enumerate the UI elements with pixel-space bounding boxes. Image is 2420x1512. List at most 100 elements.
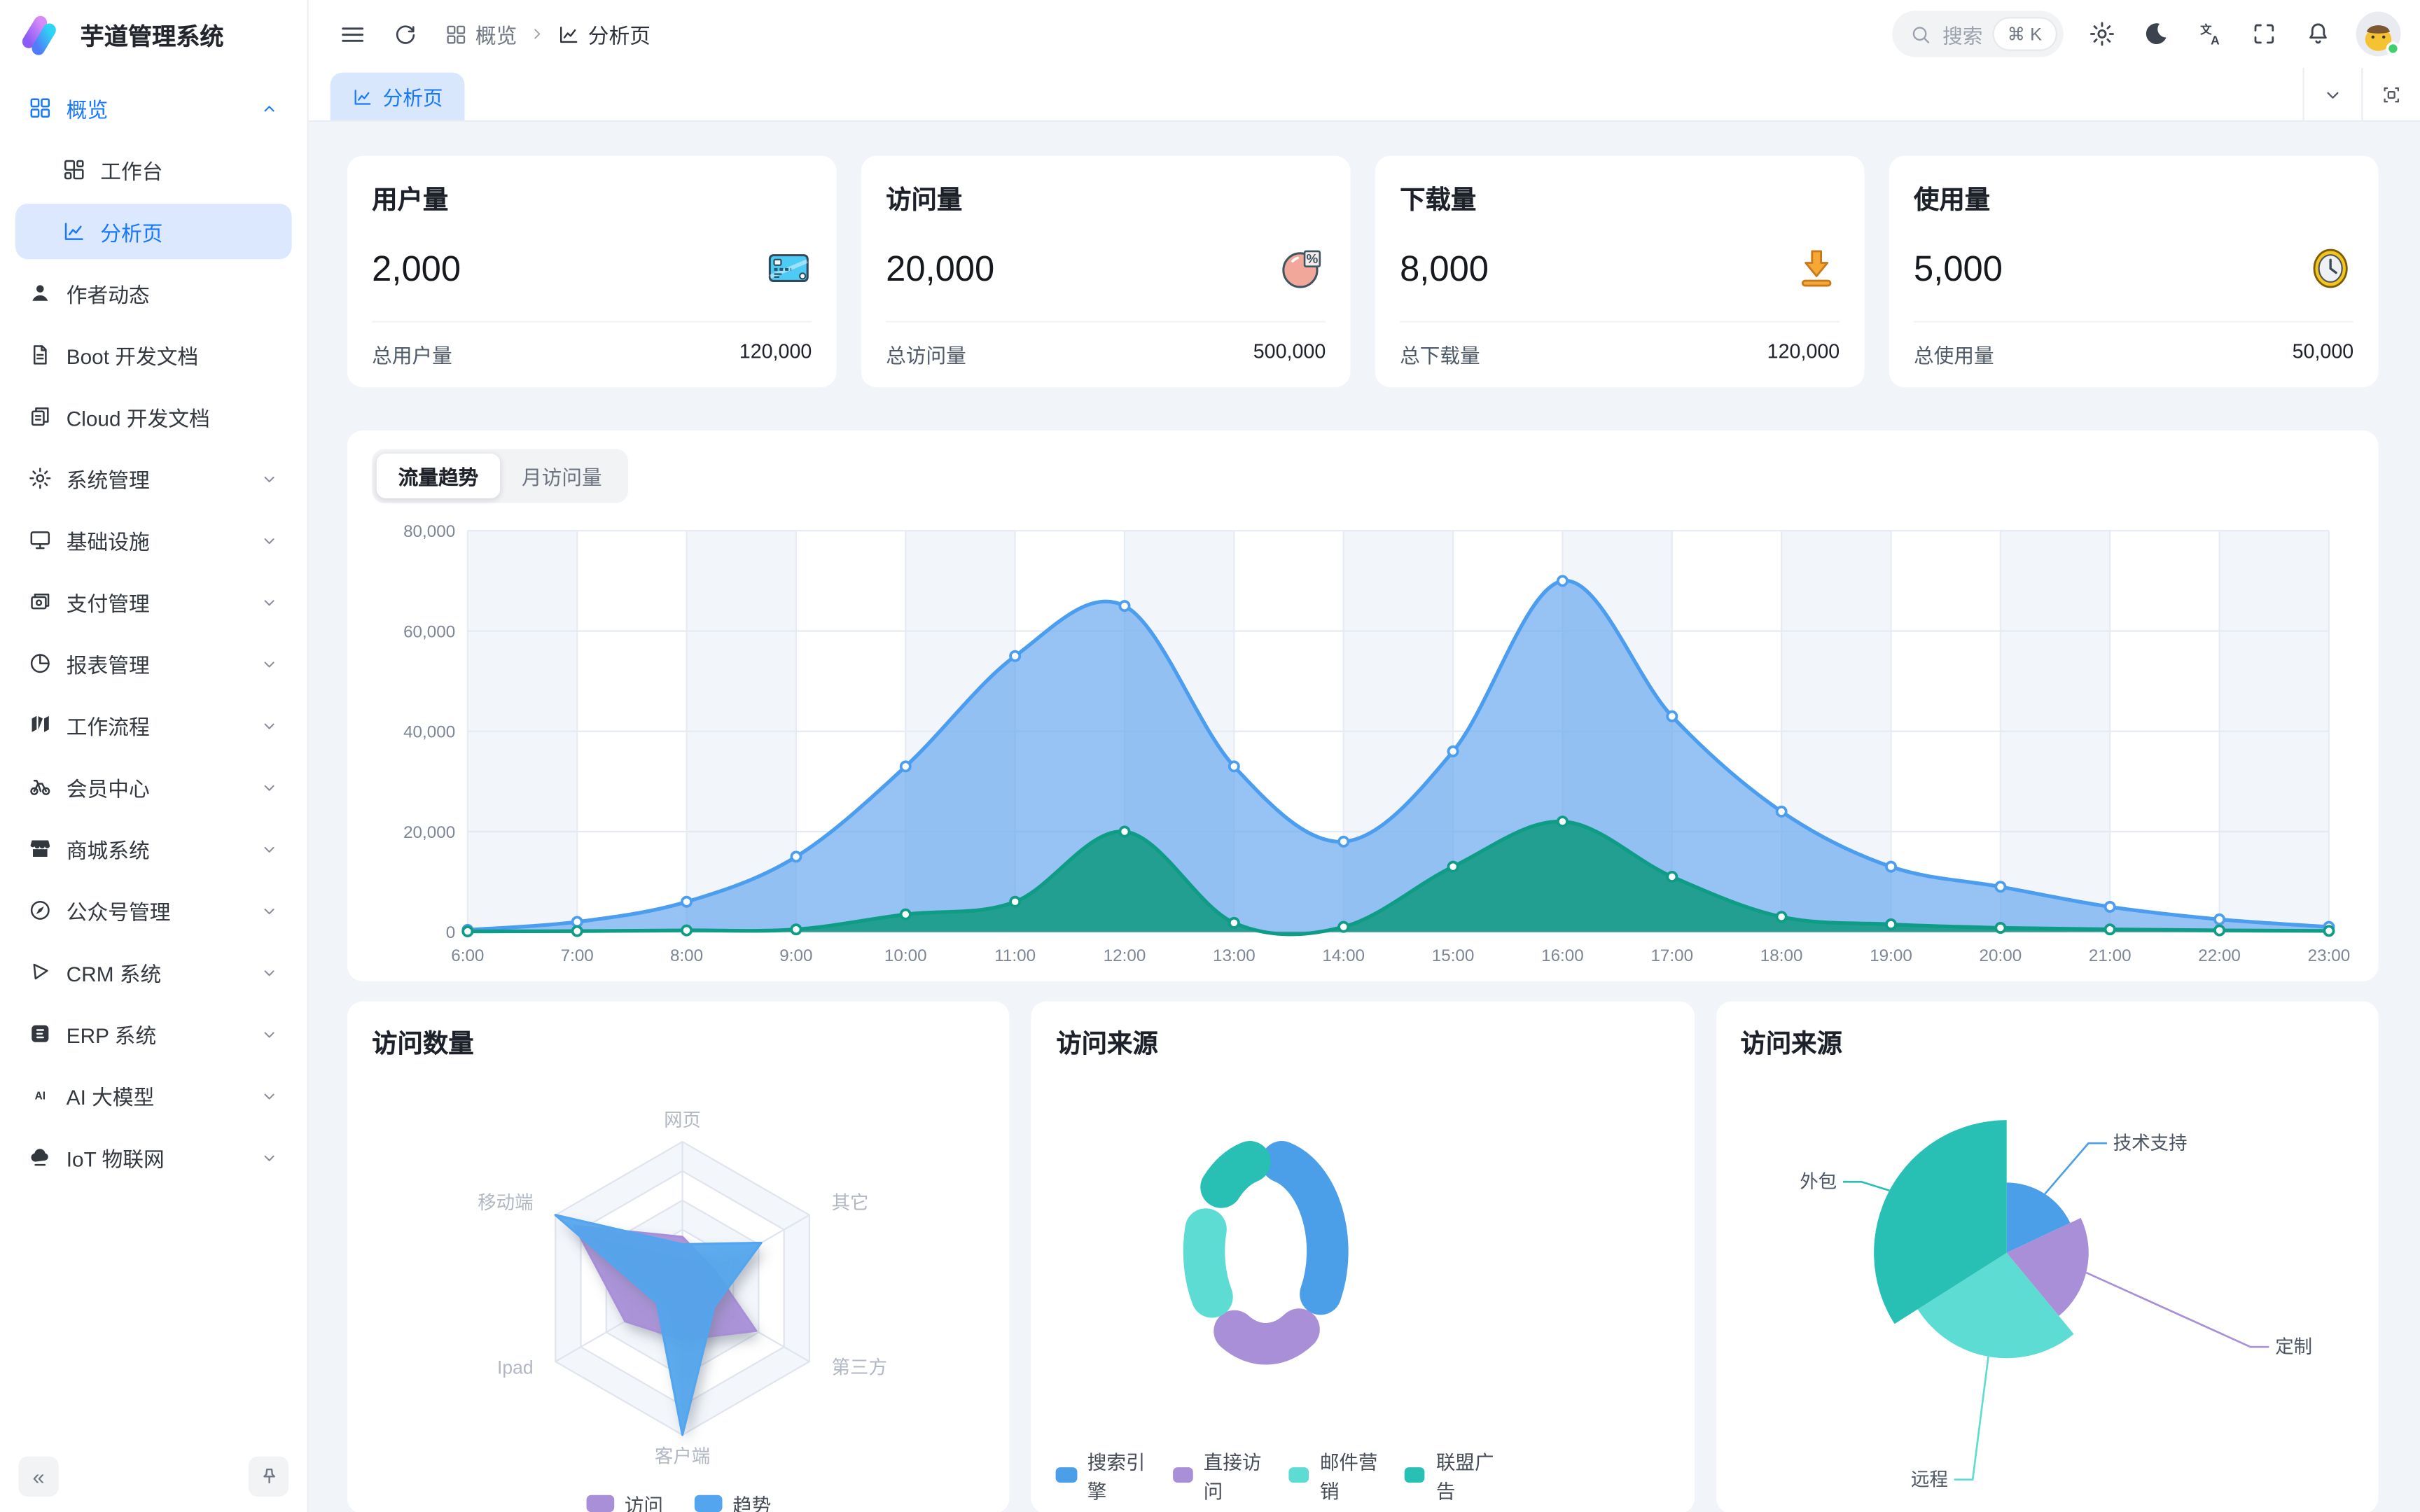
svg-text:7:00: 7:00 xyxy=(561,946,594,965)
sidebar-item-label: ERP 系统 xyxy=(66,1024,157,1048)
sidebar-item[interactable]: Cloud 开发文档 xyxy=(15,388,292,444)
sidebar-item[interactable]: AI AI 大模型 xyxy=(15,1068,292,1123)
translate-icon: 文A xyxy=(2199,22,2219,47)
sidebar-item[interactable]: 基础设施 xyxy=(15,512,292,568)
trend-card: 流量趋势 月访问量 0 20,000 40,000 60,000 80,000 6:00 7… xyxy=(347,430,2379,981)
hamburger-icon xyxy=(341,27,363,41)
panel-title: 访问数量 xyxy=(372,1030,474,1058)
rose-panel: 访问来源 技术支持 定制 远程 外包 xyxy=(1716,1001,2379,1512)
pin-icon xyxy=(263,1467,274,1483)
panel-title: 访问来源 xyxy=(1056,1030,1158,1058)
credit-card-icon xyxy=(765,245,812,291)
doc-icon xyxy=(33,345,47,365)
search-input[interactable]: 搜索 ⌘ K xyxy=(1891,10,2064,57)
sidebar-item[interactable]: CRM 系统 xyxy=(15,944,292,1000)
sidebar-item[interactable]: 作者动态 xyxy=(15,265,292,321)
tab-list-chevron-down-button[interactable] xyxy=(2302,67,2361,120)
sidebar-item-label: Cloud 开发文档 xyxy=(66,407,210,430)
legend-item[interactable]: 联盟广告 xyxy=(1405,1446,1499,1504)
fullscreen-button[interactable] xyxy=(2239,9,2289,59)
sidebar-collapse-button[interactable]: « xyxy=(18,1456,59,1497)
sidebar-item-label: 商城系统 xyxy=(66,839,150,863)
chevron-down-icon xyxy=(264,1093,274,1099)
stat-footer-label: 总下载量 xyxy=(1400,344,1480,368)
svg-text:远程: 远程 xyxy=(1910,1469,1947,1490)
stat-title: 访问量 xyxy=(886,186,963,215)
maximize-icon xyxy=(2384,86,2400,102)
stat-value: 2,000 xyxy=(372,247,461,288)
trend-tab-monthly[interactable]: 月访问量 xyxy=(522,465,602,489)
sidebar-item[interactable]: ERP 系统 xyxy=(15,1006,292,1061)
chevron-down-icon xyxy=(259,900,279,920)
tab-maximize-button[interactable] xyxy=(2361,67,2420,120)
sidebar-pin-button[interactable] xyxy=(248,1456,289,1497)
gear-icon xyxy=(29,468,51,489)
sidebar-item[interactable]: IoT 物联网 xyxy=(15,1129,292,1184)
legend-label: 邮件营销 xyxy=(1319,1452,1378,1503)
legend-item[interactable]: 邮件营销 xyxy=(1288,1446,1383,1504)
tabbar: 分析页 xyxy=(308,67,2420,122)
chevron-down-icon xyxy=(264,784,274,790)
svg-text:6:00: 6:00 xyxy=(451,946,484,965)
notification-bell-button[interactable] xyxy=(2293,9,2343,59)
breadcrumb-item-analysis[interactable]: 分析页 xyxy=(557,18,651,49)
svg-text:10:00: 10:00 xyxy=(884,946,927,965)
app-logo-icon xyxy=(22,15,56,55)
refresh-button[interactable] xyxy=(380,9,429,59)
trend-tab-traffic[interactable]: 流量趋势 xyxy=(376,454,501,498)
legend-item[interactable]: 搜索引擎 xyxy=(1056,1446,1150,1504)
workbench-icon xyxy=(64,160,84,180)
dark-mode-moon-button[interactable] xyxy=(2132,9,2181,59)
avatar-image xyxy=(2356,11,2401,57)
legend-item[interactable]: 访问 xyxy=(585,1489,663,1512)
legend-item[interactable]: 趋势 xyxy=(694,1489,771,1512)
breadcrumb-item-overview[interactable]: 概览 xyxy=(445,18,517,49)
legend-swatch xyxy=(1288,1467,1309,1483)
stat-card: 下载量 8,000 总下载量 120,000 xyxy=(1375,155,1865,388)
chevron-down-icon xyxy=(259,839,279,859)
legend-swatch xyxy=(585,1494,614,1512)
legend-label: 直接访问 xyxy=(1203,1452,1262,1503)
docs-icon xyxy=(32,407,49,426)
sidebar-item[interactable]: 报表管理 xyxy=(15,636,292,691)
sidebar-item[interactable]: Boot 开发文档 xyxy=(15,327,292,382)
chevron-down-icon xyxy=(264,722,274,729)
svg-text:80,000: 80,000 xyxy=(403,522,455,541)
iot-icon xyxy=(31,1149,48,1166)
sidebar-footer: « xyxy=(0,1444,307,1512)
legend-item[interactable]: 直接访问 xyxy=(1172,1446,1267,1504)
hamburger-menu-button[interactable] xyxy=(327,9,377,59)
sidebar-item[interactable]: 系统管理 xyxy=(15,451,292,506)
settings-gear-button[interactable] xyxy=(2078,9,2127,59)
breadcrumb-label: 概览 xyxy=(475,24,517,48)
legend-swatch xyxy=(1405,1467,1426,1483)
download-icon xyxy=(1793,245,1840,291)
sidebar-item-label: 公众号管理 xyxy=(66,901,171,925)
analysis-icon xyxy=(560,25,578,42)
analysis-icon xyxy=(64,223,83,240)
chevron-right-icon xyxy=(528,24,546,43)
chevron-down-icon xyxy=(264,1031,274,1037)
svg-text:客户端: 客户端 xyxy=(655,1446,710,1466)
sidebar-item[interactable]: 公众号管理 xyxy=(15,883,292,938)
sidebar-item[interactable]: 会员中心 xyxy=(15,759,292,814)
stat-value: 20,000 xyxy=(886,247,995,288)
chart-icon xyxy=(557,22,580,46)
sidebar-item[interactable]: 概览 xyxy=(15,80,292,136)
sidebar-item-label: 会员中心 xyxy=(66,777,150,801)
sidebar-item-label: CRM 系统 xyxy=(66,962,162,986)
chevron-down-icon xyxy=(264,538,274,544)
tab-analysis[interactable]: 分析页 xyxy=(330,72,465,120)
chevron-right-icon xyxy=(534,29,541,39)
sidebar-item[interactable]: 分析页 xyxy=(15,203,292,260)
sidebar-item[interactable]: 工作台 xyxy=(15,142,292,197)
logo-row[interactable]: 芋道管理系统 xyxy=(0,0,307,71)
chevron-down-icon xyxy=(259,530,279,550)
sidebar-item[interactable]: 商城系统 xyxy=(15,821,292,876)
avatar[interactable] xyxy=(2355,10,2401,57)
sidebar-item-label: AI 大模型 xyxy=(66,1086,155,1110)
sidebar-item[interactable]: 工作流程 xyxy=(15,697,292,752)
sidebar-item[interactable]: 支付管理 xyxy=(15,574,292,629)
